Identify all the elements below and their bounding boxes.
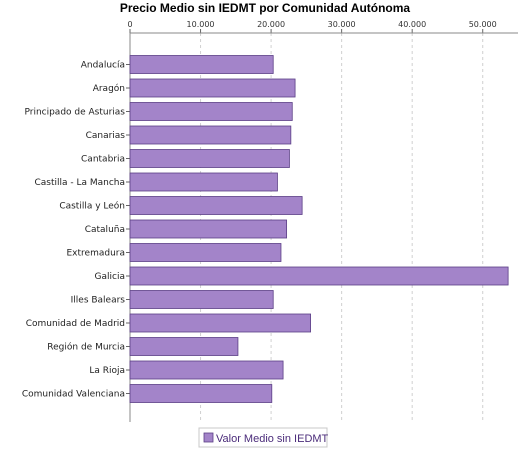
category-label: Cantabria	[81, 155, 125, 165]
bar	[129, 313, 311, 333]
category-label: Castilla - La Mancha	[34, 178, 125, 188]
category-label: Galicia	[95, 272, 125, 282]
legend-label: Valor Medio sin IEDMT	[216, 433, 329, 445]
category-label: Castilla y León	[59, 201, 125, 212]
category-label: Aragón	[93, 83, 125, 94]
bar	[129, 337, 239, 356]
category-label: Canarias	[86, 131, 126, 141]
bar	[129, 360, 284, 380]
category-label: Extremadura	[67, 249, 126, 259]
x-tick-label: 0	[127, 20, 132, 29]
bar-layer	[129, 55, 509, 403]
category-label: La Rioja	[89, 366, 125, 376]
category-label: Región de Murcia	[47, 342, 125, 353]
bar	[129, 55, 274, 74]
bar	[129, 266, 509, 286]
legend-box	[198, 427, 328, 448]
x-tick-label: 30.000	[328, 20, 356, 29]
category-label: Andalucía	[81, 61, 125, 71]
legend: Valor Medio sin IEDMT	[198, 427, 329, 448]
x-tick-label: 40.000	[398, 20, 426, 29]
x-tick-label: 10.000	[187, 20, 215, 29]
x-tick-label: 20.000	[257, 20, 285, 29]
chart-title: Precio Medio sin IEDMT por Comunidad Aut…	[120, 1, 411, 15]
bar	[129, 243, 282, 262]
bar	[129, 384, 273, 403]
category-label: Comunidad de Madrid	[26, 319, 125, 329]
category-label: Comunidad Valenciana	[22, 390, 125, 400]
category-label: Cataluña	[85, 225, 125, 235]
bar	[129, 196, 303, 215]
category-label: Illes Balears	[71, 296, 126, 306]
bar	[129, 219, 288, 239]
bar	[129, 149, 290, 168]
bar	[129, 78, 296, 98]
bar	[129, 102, 293, 121]
bar	[129, 172, 278, 192]
category-label: Principado de Asturias	[24, 108, 125, 118]
x-tick-label: 50.000	[469, 20, 497, 29]
bar	[129, 125, 292, 145]
legend-swatch	[203, 432, 214, 443]
bar	[129, 290, 274, 309]
